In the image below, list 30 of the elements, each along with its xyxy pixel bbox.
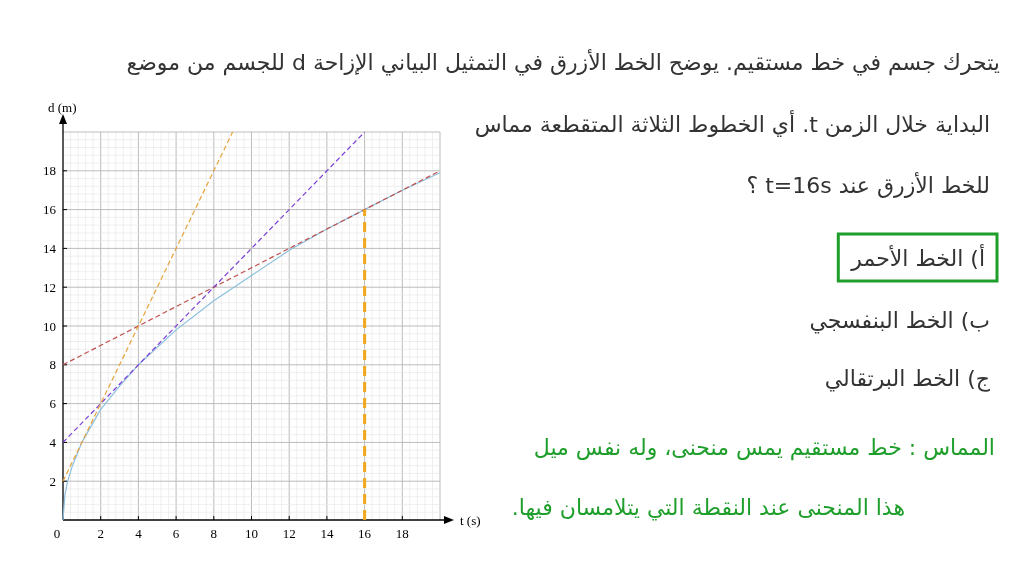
y-tick-label: 12 <box>43 279 56 295</box>
text: أ) الخط الأحمر <box>850 244 985 271</box>
text: ج) الخط البرتقالي <box>824 366 991 392</box>
text: يتحرك جسم في خط مستقيم. يوضح الخط الأزرق في التمثيل البياني الإزاحة d للجسم من موضع <box>126 49 1000 76</box>
y-tick-label: 2 <box>49 473 56 489</box>
y-tick-label: 16 <box>43 202 57 218</box>
y-tick-label: 14 <box>43 240 57 256</box>
y-tick-label: 18 <box>43 163 56 179</box>
text: ب) الخط البنفسجي <box>809 308 990 334</box>
text: البداية خلال الزمن t. أي الخطوط الثلاثة المتقطعة مماس <box>474 110 990 138</box>
x-tick-label: 6 <box>172 526 180 541</box>
text: المماس : خط مستقيم يمس منحنى، وله نفس ميل <box>533 435 995 461</box>
x-tick-label: 10 <box>245 526 258 541</box>
x-axis-title: t (s) <box>460 513 481 528</box>
y-tick-label: 4 <box>49 434 57 450</box>
x-tick-label: 18 <box>395 526 409 541</box>
x-tick-label: 12 <box>282 526 296 541</box>
x-tick-label: 4 <box>135 526 143 541</box>
y-axis-title: d (m) <box>48 100 77 115</box>
line-series <box>62 172 441 521</box>
x-tick-label: 0 <box>53 526 61 541</box>
text: للخط الأزرق عند t=16s ؟ <box>746 172 990 198</box>
y-tick-label: 10 <box>43 318 56 334</box>
y-tick-label: 6 <box>49 396 57 412</box>
y-tick-label: 8 <box>49 357 56 373</box>
x-tick-label: 16 <box>358 526 372 541</box>
text: هذا المنحنى عند النقطة التي يتلامسان فيها. <box>511 495 905 521</box>
x-tick-label: 14 <box>320 526 334 541</box>
x-tick-label: 2 <box>97 526 104 541</box>
x-tick-label: 8 <box>210 526 218 541</box>
